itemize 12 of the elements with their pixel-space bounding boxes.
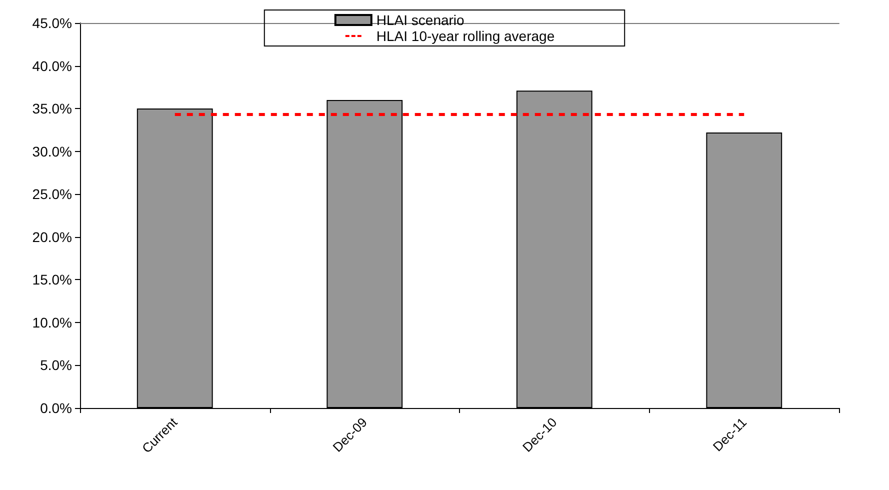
y-tick-label: 35.0% bbox=[32, 100, 72, 117]
y-tick-label: 10.0% bbox=[32, 314, 72, 330]
y-tick-label: 25.0% bbox=[32, 186, 72, 202]
y-tick-label: 30.0% bbox=[32, 143, 72, 160]
y-tick-label: 15.0% bbox=[32, 272, 72, 288]
legend-label: HLAI scenario bbox=[376, 12, 465, 28]
y-tick-label: 5.0% bbox=[40, 357, 72, 374]
legend-label: HLAI 10-year rolling average bbox=[376, 28, 555, 44]
y-tick-label: 45.0% bbox=[32, 15, 72, 31]
y-tick-label: 0.0% bbox=[40, 400, 72, 416]
y-tick-label: 40.0% bbox=[32, 58, 72, 74]
y-tick-label: 20.0% bbox=[32, 228, 72, 245]
